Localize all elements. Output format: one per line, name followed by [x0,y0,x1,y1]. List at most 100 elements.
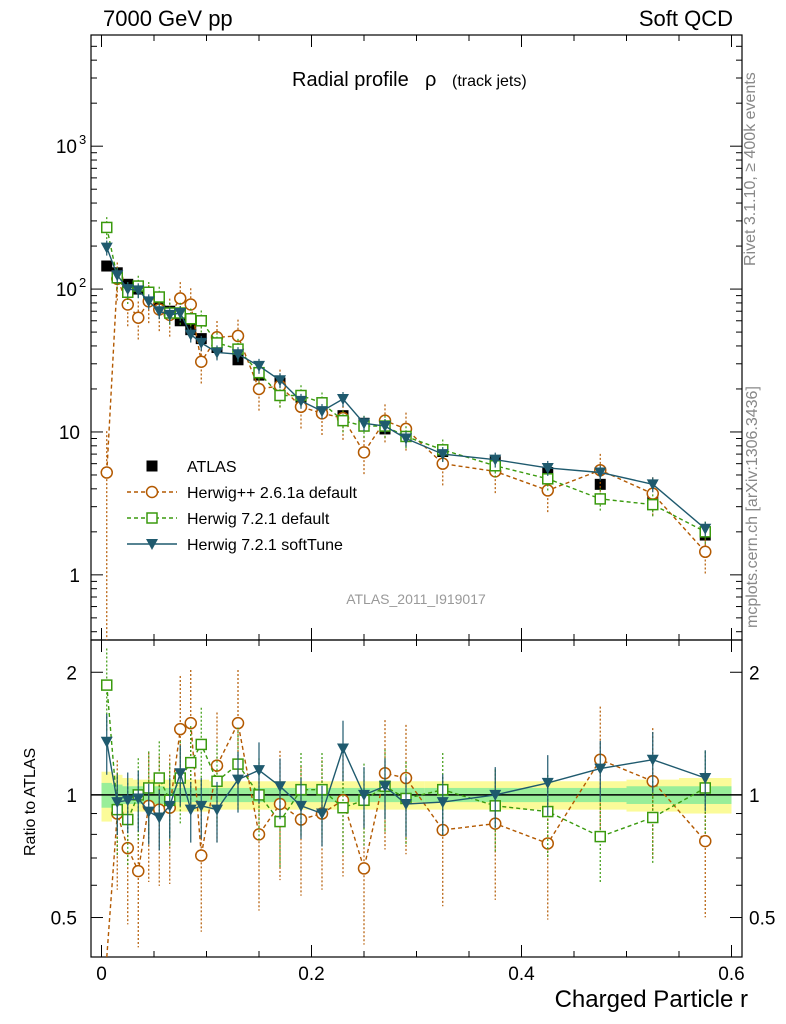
data-point [594,467,607,479]
data-point [111,270,124,282]
chart-title: Radial profile [292,69,409,91]
ratio-data-point [357,862,371,875]
data-point [211,347,223,359]
data-point [195,337,208,349]
data-point [699,523,712,535]
ratio-data-point [337,743,349,755]
data-point [121,284,134,296]
ratio-data-point [195,800,208,812]
ratio-data-point [647,811,659,824]
data-point [541,462,554,474]
ratio-data-point [121,795,134,807]
x-tick-label: 0.6 [718,964,744,985]
ratio-data-point [111,797,124,809]
chart-title-suffix: (track jets) [452,73,527,90]
ratio-data-point [358,789,370,801]
ratio-data-point [646,754,659,766]
ratio-data-point [174,768,187,780]
data-point [358,418,370,430]
ratio-data-point [132,793,145,805]
data-point [121,298,134,311]
data-point [647,498,659,511]
data-point [153,291,165,303]
x-tick-label: 0.2 [298,964,324,985]
data-point [594,478,606,490]
ratio-y-tick-label: 0.5 [51,909,77,930]
data-point [142,296,155,308]
ratio-data-point [185,756,197,769]
legend-entry-label: Herwig 7.2.1 default [187,511,330,528]
ratio-data-point [132,864,145,878]
data-point [184,298,197,311]
series-line-2 [106,227,706,533]
ratio-data-point [436,797,449,809]
ratio-y-tick-label-right: 2 [749,663,760,684]
ratio-data-point [153,772,165,784]
ratio-data-point [174,722,187,736]
ratio-data-point [274,781,286,793]
data-point [646,479,659,491]
legend-entry-label: Herwig 7.2.1 softTune [187,537,343,554]
y-tick-label: 1 [69,566,80,587]
ratio-y-tick-label: 2 [66,663,77,684]
data-point [400,433,412,445]
data-point [337,414,349,427]
ratio-y-tick-label: 1 [66,786,77,807]
ratio-data-point [231,716,245,730]
x-axis-label: Charged Particle r [554,986,748,1013]
ratio-data-point [316,808,328,820]
x-tick-label: 0 [96,964,107,985]
data-point [195,315,207,327]
legend-marker [146,460,158,472]
data-point [174,292,187,305]
data-point [100,466,113,479]
data-point [132,285,145,297]
ratio-y-tick-label-right: 1 [749,786,760,807]
data-point [184,329,197,341]
data-point [337,394,349,406]
data-point [436,449,449,461]
ratio-data-point [541,777,554,789]
data-point [101,221,113,234]
ratio-data-point [211,804,223,816]
data-point [699,545,712,559]
y-tick-label-exponent: 3 [79,132,86,147]
y-tick-label: 10 [56,280,77,301]
data-point [132,311,145,324]
data-point [316,406,328,418]
ratio-y-tick-label-right: 0.5 [749,909,775,930]
data-point [489,454,502,466]
data-point [163,309,176,321]
ratio-data-point [100,736,113,748]
data-point [153,306,166,318]
data-point [594,493,606,505]
ratio-data-point [163,800,176,812]
ratio-data-point [195,738,207,751]
ratio-data-point [295,800,307,812]
analysis-id-label: ATLAS_2011_I919017 [346,591,486,607]
process-label: Soft QCD [638,6,733,31]
ratio-data-point [699,834,712,848]
beam-energy-label: 7000 GeV pp [103,6,233,31]
ratio-data-point [594,763,607,775]
legend-marker [145,485,159,499]
data-point [357,446,371,459]
ratio-data-point [379,781,391,793]
ratio-data-point [253,765,265,777]
data-point [231,329,245,343]
data-point [185,312,197,325]
x-tick-label: 0.4 [508,964,535,985]
y-tick-label: 10 [56,137,77,158]
ratio-data-point [594,830,606,843]
ratio-data-point [232,774,244,786]
data-point [379,421,391,433]
ratio-data-point [142,806,155,818]
y-tick-label: 10 [59,423,80,444]
ratio-data-point [195,849,208,862]
legend-marker [146,539,158,550]
ratio-data-point [400,798,412,810]
data-point [253,360,265,372]
ratio-data-point [153,812,166,824]
data-point [252,382,266,396]
